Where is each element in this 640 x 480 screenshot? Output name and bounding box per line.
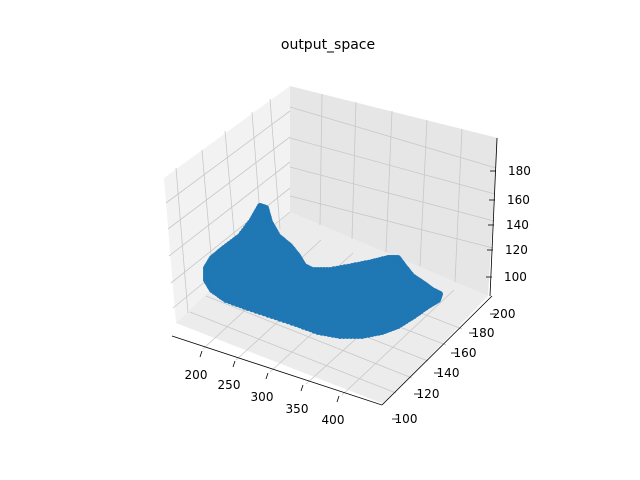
- grid-line: [189, 311, 397, 394]
- z-tick-label: 100: [504, 270, 527, 284]
- x-tick-label: 300: [251, 390, 274, 404]
- pane-back: [290, 86, 498, 296]
- x-tick-mark: [265, 372, 269, 380]
- grid-line: [165, 110, 291, 204]
- z-tick-label: 180: [508, 164, 531, 178]
- grid-line: [289, 195, 494, 249]
- x-tick-mark: [336, 395, 340, 403]
- y-tick-label: 100: [395, 412, 418, 426]
- grid-line: [419, 119, 428, 267]
- grid-line: [168, 161, 291, 257]
- y-tick-label: 160: [454, 346, 477, 360]
- x-tick-mark: [199, 350, 203, 358]
- grid-line: [170, 187, 291, 284]
- z-tick-label: 120: [505, 243, 528, 257]
- grid-line: [167, 136, 291, 230]
- grid-line: [289, 106, 497, 169]
- z-axis-line: [489, 137, 498, 297]
- grid-line: [175, 167, 189, 314]
- axis-lines: [171, 137, 498, 406]
- grid-line: [269, 98, 281, 230]
- y-tick-label: 200: [493, 307, 516, 321]
- z-tick-label: 140: [506, 218, 529, 232]
- data-points: [203, 203, 443, 339]
- grid-line: [289, 166, 495, 222]
- grid-line: [341, 289, 455, 396]
- chart-title: output_space: [281, 37, 375, 53]
- grid-line: [289, 137, 496, 195]
- x-tick-mark: [232, 360, 236, 368]
- grid-line: [454, 128, 463, 283]
- data-point: [203, 267, 209, 273]
- y-tick-label: 180: [472, 326, 495, 340]
- grid-line: [385, 110, 393, 253]
- x-tick-mark: [300, 384, 304, 392]
- y-tick-label: 120: [417, 387, 440, 401]
- z-tick-labels: 180 160 140 120 100: [486, 164, 531, 284]
- z-tick-label: 160: [507, 193, 530, 207]
- y-tick-label: 140: [437, 366, 460, 380]
- grid-line: [351, 101, 357, 240]
- x-axis-line: [171, 335, 383, 406]
- x-tick-label: 250: [218, 378, 241, 392]
- grid-line: [205, 295, 413, 379]
- x-tick-label: 400: [322, 413, 345, 427]
- y-tick-labels: 100 120 140 160 180 200: [392, 307, 515, 426]
- axes-3d: 200 250 300 350 400 100 120 140 160 180 200 180 16…: [164, 86, 531, 427]
- x-tick-label: 350: [286, 402, 309, 416]
- x-tick-label: 200: [185, 368, 208, 382]
- grid-line: [319, 93, 323, 226]
- y-axis-line: [381, 295, 493, 406]
- x-tick-labels: 200 250 300 350 400: [185, 350, 345, 427]
